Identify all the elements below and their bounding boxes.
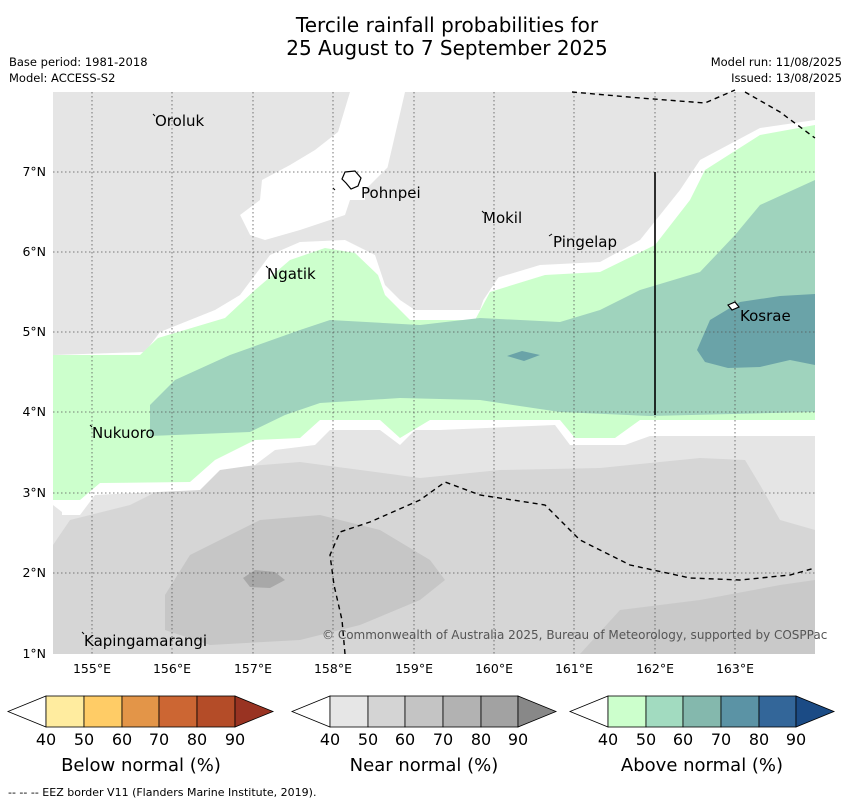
colorbar-near-tick: 50	[357, 730, 379, 749]
place-label-nukuoro: Nukuoro	[92, 424, 155, 442]
colorbar-near-tick: 40	[319, 730, 341, 749]
near-normal-70-spot	[243, 570, 285, 588]
colorbar-below-tick: 70	[148, 730, 170, 749]
near-normal-north-west	[53, 92, 262, 340]
grid-lines	[53, 92, 815, 654]
colorbar-above-80-90	[758, 695, 797, 728]
lat-tick: 3°N	[22, 485, 46, 500]
place-label-ngatik: Ngatik	[267, 265, 316, 283]
colorbar-below-tick: 40	[35, 730, 57, 749]
lon-tick: 161°E	[554, 661, 593, 676]
lon-tick: 158°E	[313, 661, 352, 676]
colorbar-near-60-70	[404, 695, 444, 728]
issued-date: Issued: 13/08/2025	[731, 71, 842, 85]
colorbar-below-70-80	[158, 695, 198, 728]
colorbar-above-tick: 90	[785, 730, 807, 749]
colorbar-near-tick: 70	[432, 730, 454, 749]
near-normal-60-region-east	[580, 580, 815, 654]
colorbar-near-70-80	[442, 695, 482, 728]
kosrae-island	[727, 301, 740, 311]
colorbar-above-50-60	[645, 695, 684, 728]
model-name: Model: ACCESS-S2	[9, 71, 116, 85]
colorbar-above-tick: 80	[748, 730, 770, 749]
colorbar-above-low-extend	[568, 695, 609, 728]
eez-border-north	[571, 89, 816, 139]
colorbar-below-tick: 50	[73, 730, 95, 749]
pohnpei-island	[341, 170, 362, 190]
lon-tick: 157°E	[233, 661, 272, 676]
colorbar-above-high-extend	[795, 695, 836, 728]
place-label-oroluk: Oroluk	[155, 112, 205, 130]
colorbar-near-40-50	[329, 695, 369, 728]
lon-tick: 163°E	[715, 661, 754, 676]
lon-tick: 155°E	[72, 661, 111, 676]
above-normal-50-region	[150, 180, 815, 436]
colorbar-near	[290, 695, 558, 728]
place-label-pohnpei: Pohnpei	[361, 184, 421, 202]
colorbar-near-low-extend	[290, 695, 331, 728]
place-label-mokil: Mokil	[483, 209, 523, 227]
no-dominant-white-north	[240, 92, 405, 240]
title-line-2: 25 August to 7 September 2025	[286, 36, 608, 60]
colorbar-above-tick: 50	[635, 730, 657, 749]
near-normal-60-region	[165, 515, 445, 645]
colorbar-below-60-70	[121, 695, 160, 728]
colorbar-above-tick: 40	[597, 730, 619, 749]
colorbar-below-label: Below normal (%)	[61, 755, 221, 776]
colorbar-below-low-extend	[6, 695, 47, 728]
meta-left: Base period: 1981-2018 Model: ACCESS-S2	[9, 54, 148, 86]
colorbar-above-label: Above normal (%)	[620, 755, 784, 776]
colorbar-near-label: Near normal (%)	[349, 755, 499, 776]
above-normal-60-region	[697, 294, 815, 368]
eez-border-south	[329, 481, 816, 655]
lat-tick: 6°N	[22, 244, 46, 259]
colorbar-near-50-60	[367, 695, 406, 728]
map-fill-layer	[53, 92, 815, 654]
place-label-pingelap: Pingelap	[553, 233, 618, 251]
atoll-markers	[81, 113, 553, 635]
colorbar-above-60-70	[682, 695, 722, 728]
place-label-kapingamarangi: Kapingamarangi	[84, 632, 208, 650]
colorbar-above	[568, 695, 836, 728]
colorbar-above-tick: 60	[672, 730, 694, 749]
colorbar-near-tick: 80	[470, 730, 492, 749]
lat-tick: 5°N	[22, 324, 46, 339]
colorbar-above-40-50	[607, 695, 647, 728]
lon-tick: 156°E	[152, 661, 191, 676]
title-line-1: Tercile rainfall probabilities for	[295, 13, 599, 37]
colorbar-below-80-90	[196, 695, 236, 728]
lon-tick: 159°E	[394, 661, 433, 676]
lon-tick: 160°E	[474, 661, 513, 676]
eez-footer-note: -- -- -- EEZ border V11 (Flanders Marine…	[8, 786, 317, 799]
lon-tick: 162°E	[635, 661, 674, 676]
above-normal-60-spot	[507, 351, 540, 361]
colorbar-below-tick: 80	[186, 730, 208, 749]
lat-tick: 4°N	[22, 404, 46, 419]
map-title: Tercile rainfall probabilities for 25 Au…	[0, 14, 850, 60]
colorbar-above-tick: 70	[710, 730, 732, 749]
colorbar-near-tick: 90	[507, 730, 529, 749]
colorbar-below-40-50	[45, 695, 85, 728]
model-run: Model run: 11/08/2025	[710, 55, 842, 69]
colorbar-below-tick: 60	[111, 730, 133, 749]
lat-tick: 7°N	[22, 164, 46, 179]
base-period: Base period: 1981-2018	[9, 55, 148, 69]
colorbar-above-70-80	[720, 695, 760, 728]
lat-tick: 2°N	[22, 565, 46, 580]
colorbar-near-80-90	[480, 695, 519, 728]
near-normal-edge-patch	[53, 505, 62, 520]
copyright-notice: © Commonwealth of Australia 2025, Bureau…	[322, 628, 828, 642]
colorbar-below-50-60	[83, 695, 123, 728]
eez-borders	[329, 89, 816, 655]
lat-tick: 1°N	[22, 646, 46, 661]
meta-right: Model run: 11/08/2025 Issued: 13/08/2025	[711, 54, 842, 86]
colorbar-near-tick: 60	[394, 730, 416, 749]
colorbar-below-high-extend	[234, 695, 275, 728]
colorbar-below	[6, 695, 275, 728]
colorbar-below-tick: 90	[224, 730, 246, 749]
place-label-kosrae: Kosrae	[740, 307, 791, 325]
colorbar-near-high-extend	[517, 695, 558, 728]
